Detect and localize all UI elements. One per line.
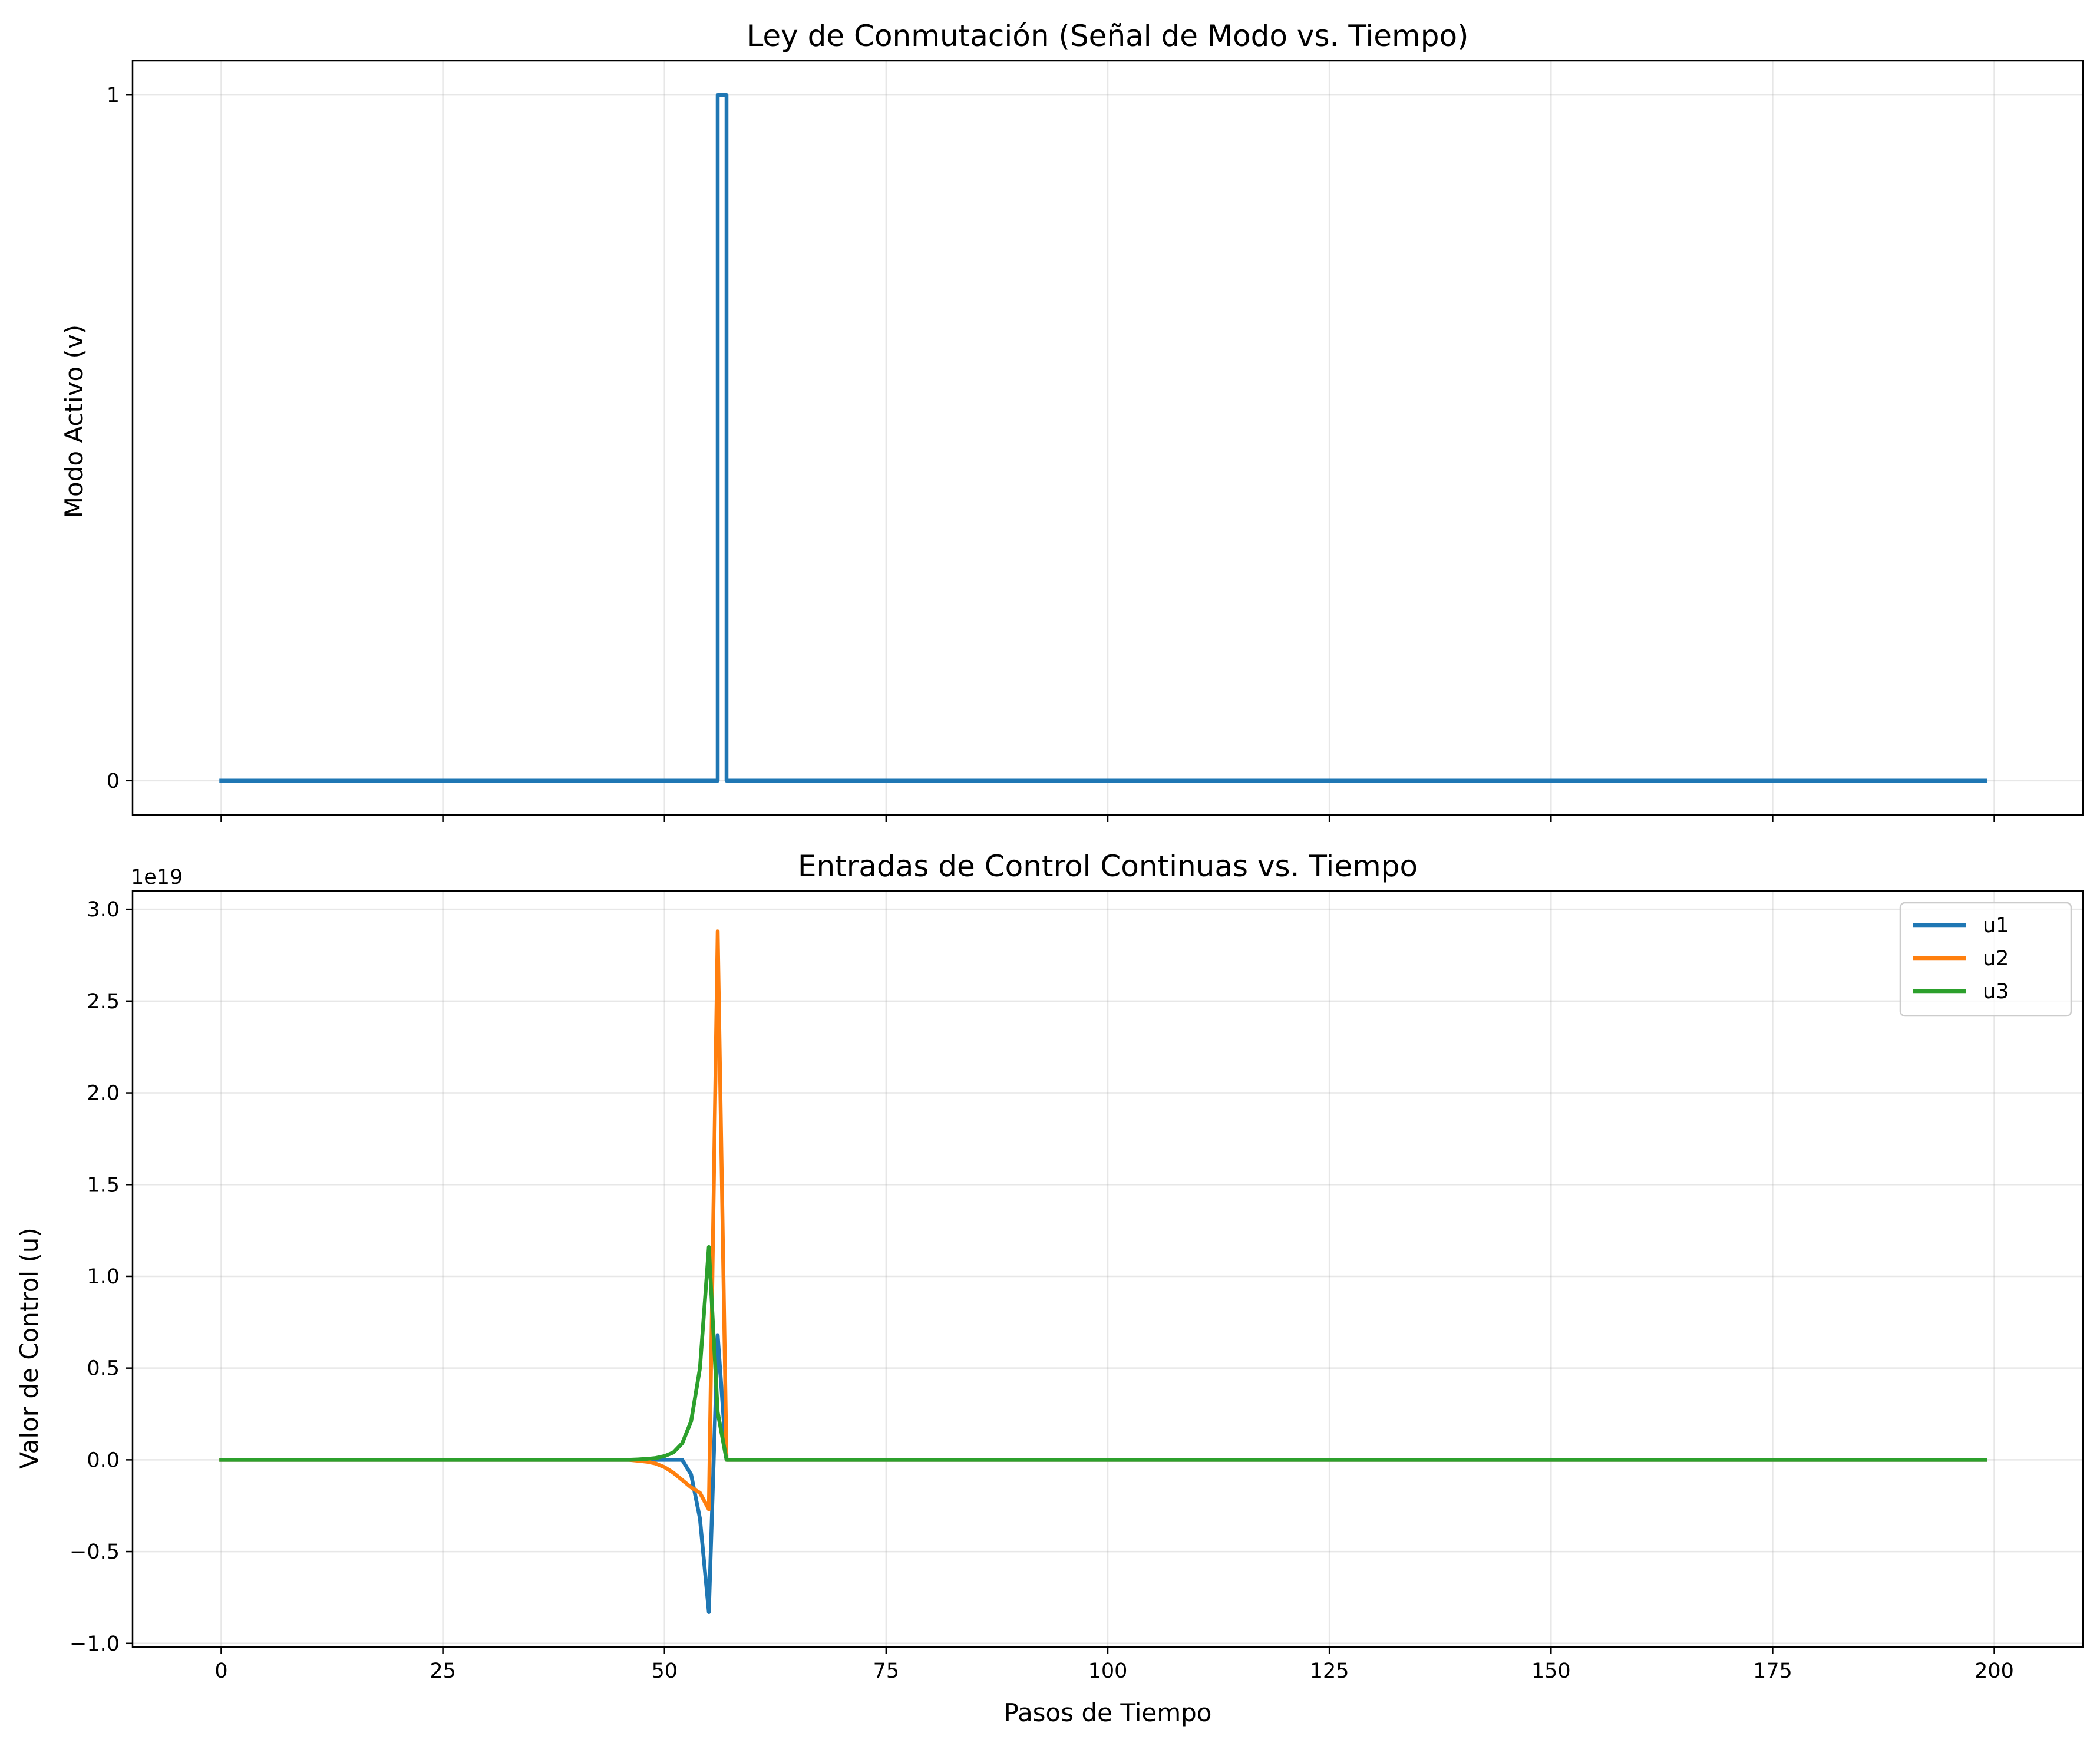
- x-tick: 100: [1088, 1647, 1128, 1683]
- y-tick: 2.5: [87, 990, 133, 1014]
- y-tick-label: 1: [107, 84, 120, 107]
- y-tick-label: 2.5: [87, 990, 120, 1014]
- mode-signal-y-axis-label: Modo Activo (v): [60, 325, 88, 518]
- mode-signal-series-group: [219, 93, 1987, 783]
- y-tick: 0: [107, 770, 133, 793]
- mode-signal-y-ticks: 01: [107, 84, 133, 793]
- series-line-signal-0: [219, 93, 1987, 783]
- series-line-u1: [219, 1333, 1987, 1615]
- x-tick: 125: [1310, 1647, 1349, 1683]
- y-tick: 1.5: [87, 1173, 133, 1197]
- x-tick-label: 175: [1753, 1659, 1792, 1683]
- y-tick: 3.0: [87, 898, 133, 922]
- x-tick: 0: [214, 1647, 228, 1683]
- y-tick-label: 2.0: [87, 1082, 120, 1105]
- y-axis-offset-text: 1e19: [131, 866, 183, 889]
- x-tick: 200: [1974, 1647, 2014, 1683]
- x-tick: 75: [873, 1647, 900, 1683]
- mode-signal-chart: Ley de Conmutación (Señal de Modo vs. Ti…: [60, 19, 2084, 822]
- control-inputs-legend: u1 u2 u3: [1899, 902, 2072, 1017]
- x-tick-label: 200: [1974, 1659, 2014, 1683]
- y-tick-label: 0: [107, 770, 120, 793]
- y-tick: −0.5: [70, 1540, 133, 1564]
- control-inputs-y-ticks: −1.0 −0.5 0.0 0.5 1.0 1.5 2.0 2.5 3.0: [70, 898, 133, 1656]
- legend-entry-u1: u1: [1913, 914, 2009, 938]
- y-tick-label: −1.0: [70, 1632, 120, 1656]
- control-inputs-chart: Entradas de Control Continuas vs. Tiempo…: [15, 849, 2084, 1727]
- y-tick: 1: [107, 84, 133, 107]
- x-tick-label: 100: [1088, 1659, 1128, 1683]
- control-inputs-series-group: [219, 929, 1987, 1615]
- control-inputs-chart-title: Entradas de Control Continuas vs. Tiempo: [798, 849, 1418, 883]
- x-tick-label: 0: [214, 1659, 227, 1683]
- x-tick-label: 75: [873, 1659, 900, 1683]
- control-inputs-grid: [133, 891, 2083, 1647]
- legend-box: [1899, 902, 2072, 1017]
- series-line-u3: [219, 1245, 1987, 1462]
- legend-entry-u3: u3: [1913, 980, 2009, 1004]
- legend-label: u3: [1983, 980, 2009, 1004]
- x-tick-label: 125: [1310, 1659, 1349, 1683]
- x-tick-label: 25: [430, 1659, 456, 1683]
- x-tick: 25: [430, 1647, 456, 1683]
- legend-label: u2: [1983, 947, 2009, 971]
- y-tick-label: 1.5: [87, 1173, 120, 1197]
- mode-signal-x-ticks: [220, 815, 1995, 822]
- legend-entry-u2: u2: [1913, 947, 2009, 971]
- y-tick: 1.0: [87, 1265, 133, 1289]
- x-tick: 150: [1531, 1647, 1571, 1683]
- y-tick-label: 3.0: [87, 898, 120, 922]
- control-inputs-x-axis-label: Pasos de Tiempo: [1004, 1698, 1212, 1727]
- x-tick-label: 50: [651, 1659, 678, 1683]
- control-inputs-y-axis-label: Valor de Control (u): [15, 1227, 44, 1469]
- y-tick: −1.0: [70, 1632, 133, 1656]
- y-tick-label: −0.5: [70, 1540, 120, 1564]
- y-tick-label: 0.0: [87, 1448, 120, 1472]
- y-tick: 0.0: [87, 1448, 133, 1472]
- x-tick: 50: [651, 1647, 678, 1683]
- y-tick: 2.0: [87, 1082, 133, 1105]
- y-tick: 0.5: [87, 1357, 133, 1381]
- y-tick-label: 0.5: [87, 1357, 120, 1381]
- legend-label: u1: [1983, 914, 2009, 938]
- y-tick-label: 1.0: [87, 1265, 120, 1289]
- control-inputs-x-ticks: 0 25 50 75 100 125 150 175 200: [214, 1647, 2014, 1683]
- x-tick-label: 150: [1531, 1659, 1571, 1683]
- x-tick: 175: [1753, 1647, 1792, 1683]
- mode-signal-chart-title: Ley de Conmutación (Señal de Modo vs. Ti…: [747, 19, 1468, 53]
